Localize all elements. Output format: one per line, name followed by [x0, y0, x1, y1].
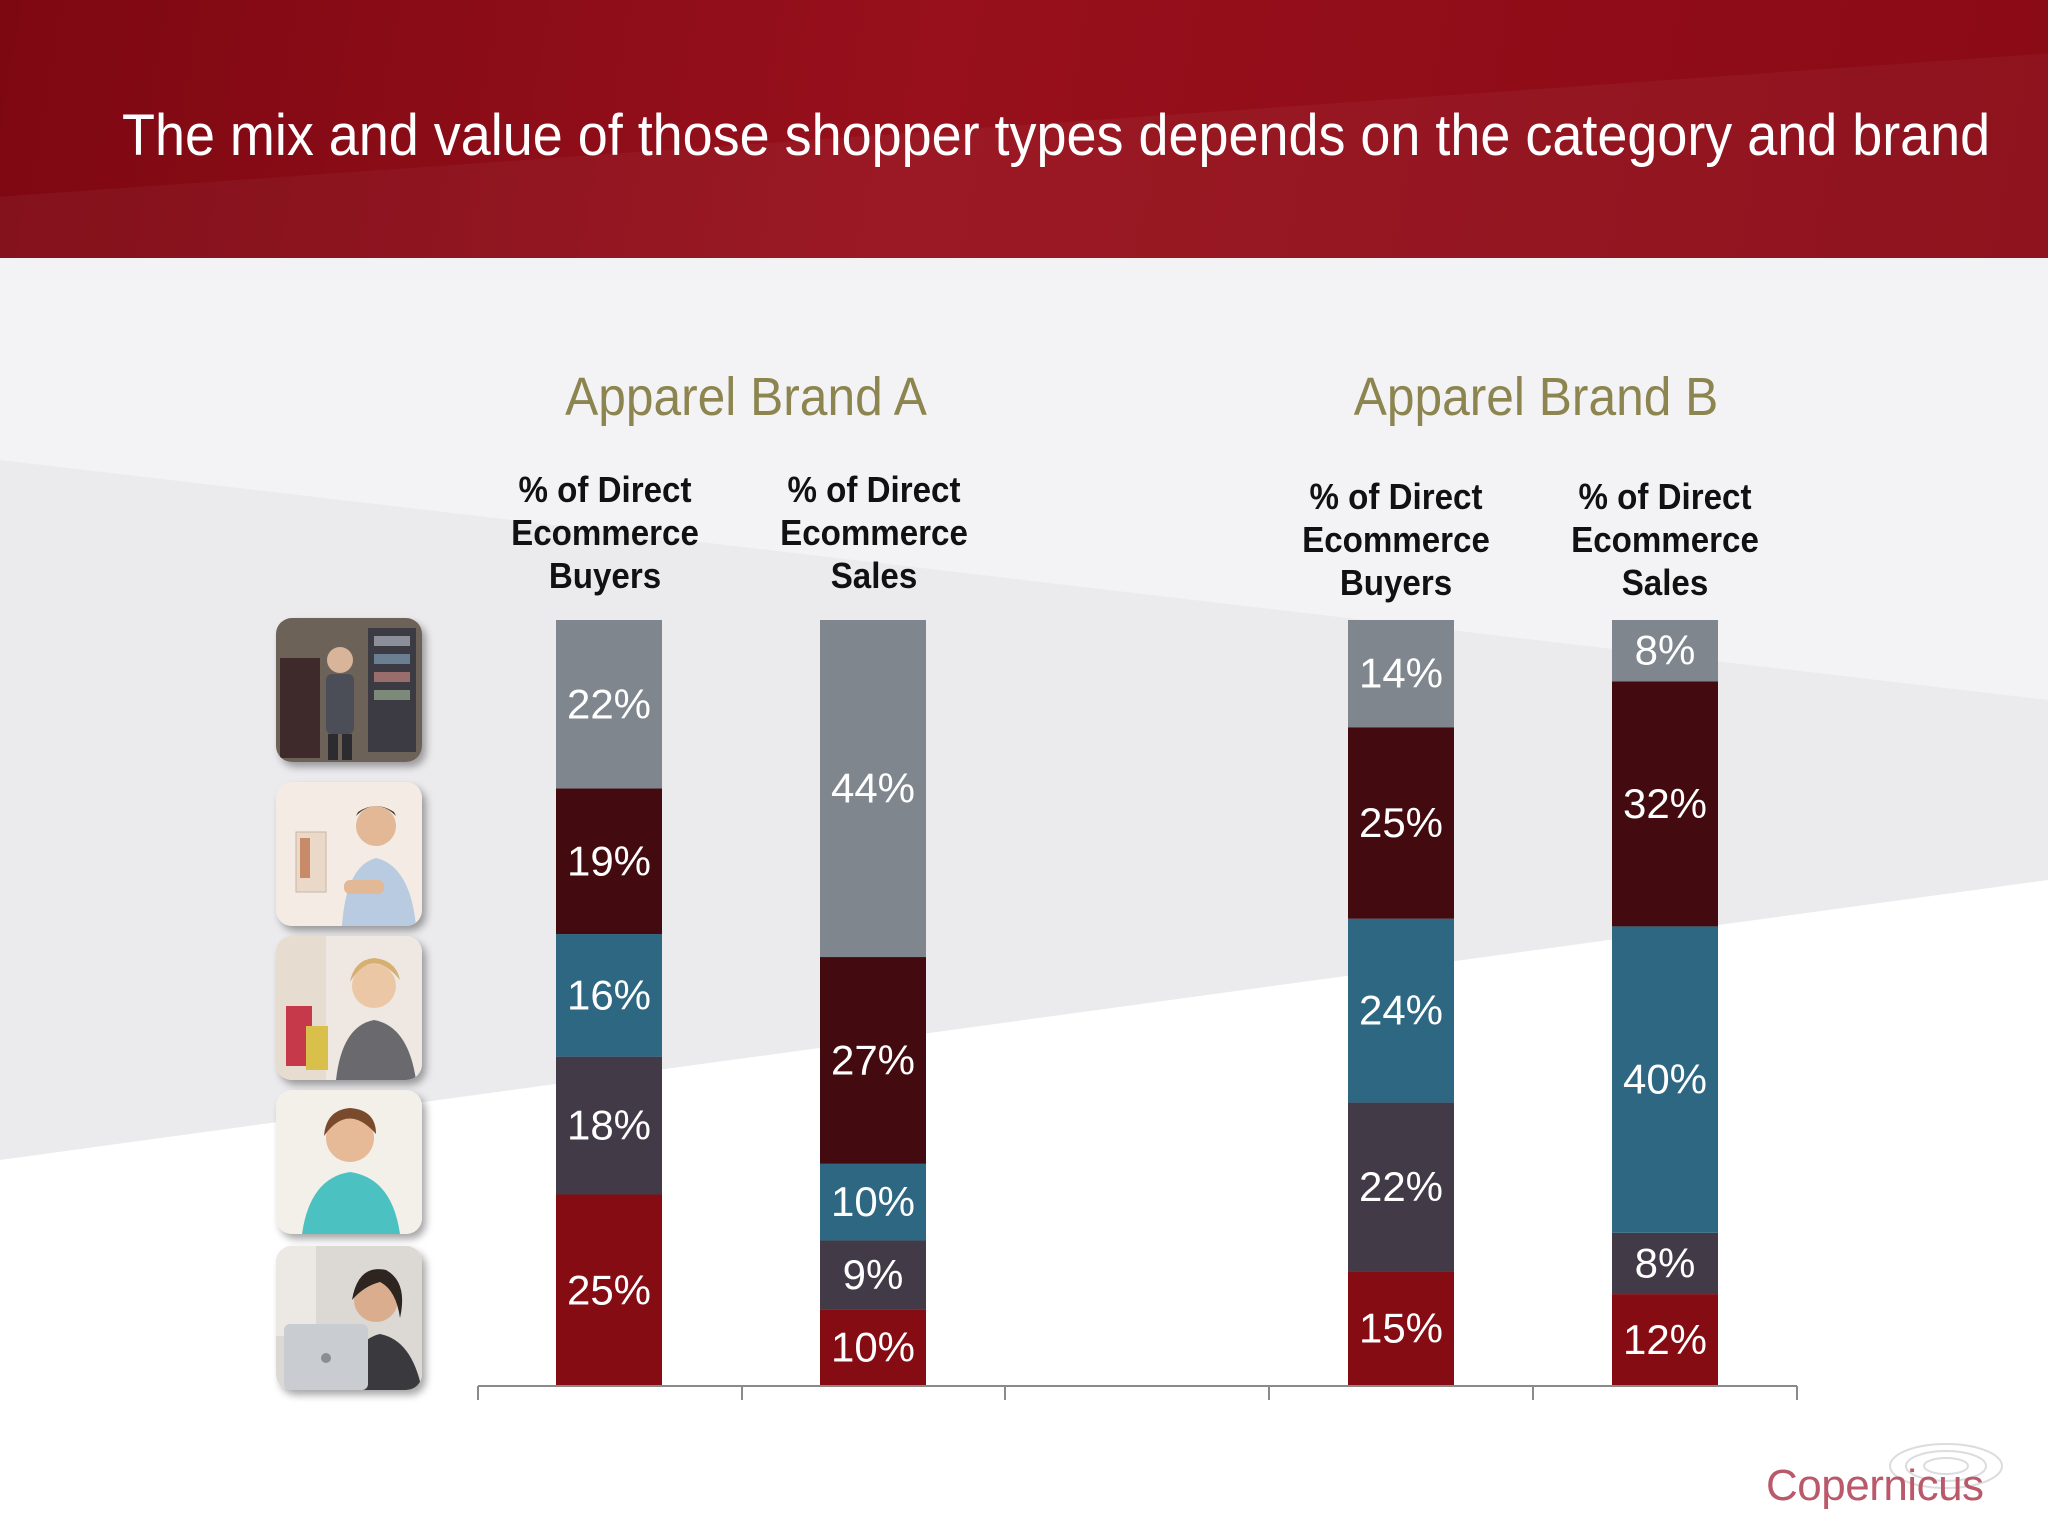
data-label: 16%: [567, 971, 651, 1018]
bar-segment: [1348, 1271, 1454, 1386]
header-line: Sales: [1621, 562, 1709, 603]
column-header-brand-b-sales: % of Direct Ecommerce Sales: [1545, 475, 1784, 604]
bar-segment: [1612, 926, 1718, 1233]
header-line: Buyers: [548, 555, 662, 596]
header-line: Buyers: [1339, 562, 1453, 603]
bar-segment: [820, 1240, 926, 1310]
header-line: % of Direct: [787, 469, 961, 510]
woman-with-shopping-bags-photo: [276, 936, 422, 1080]
data-label: 40%: [1623, 1056, 1707, 1103]
data-label: 14%: [1359, 650, 1443, 697]
column-header-brand-b-buyers: % of Direct Ecommerce Buyers: [1276, 475, 1515, 604]
data-label: 10%: [831, 1178, 915, 1225]
brand-b-title: Apparel Brand B: [1353, 367, 1719, 427]
woman-with-laptop-photo: [276, 1246, 422, 1390]
bar-segment: [556, 1056, 662, 1195]
data-label: 15%: [1359, 1305, 1443, 1352]
bar-segment: [1348, 1102, 1454, 1272]
man-checking-watch-photo: [276, 782, 422, 926]
logo-swirl-icon: [1889, 1443, 2003, 1489]
data-label: 25%: [1359, 799, 1443, 846]
header-line: Ecommerce: [511, 512, 699, 553]
column-header-brand-a-sales: % of Direct Ecommerce Sales: [754, 468, 993, 597]
header-line: % of Direct: [1578, 476, 1752, 517]
data-label: 19%: [567, 837, 651, 884]
header-line: % of Direct: [518, 469, 692, 510]
bar-segment: [556, 788, 662, 935]
shopper-browsing-rack-photo: [276, 618, 422, 762]
data-label: 24%: [1359, 987, 1443, 1034]
woman-looking-down-photo: [276, 1090, 422, 1234]
bar-segment: [1612, 1232, 1718, 1295]
data-label: 44%: [831, 765, 915, 812]
bar-segment: [1612, 681, 1718, 927]
bar-segment: [820, 1163, 926, 1241]
bar-segment: [820, 957, 926, 1164]
header-line: Ecommerce: [1302, 519, 1490, 560]
bar-segment: [1348, 620, 1454, 728]
bar-segment: [1612, 1294, 1718, 1386]
bar-segment: [820, 1309, 926, 1386]
data-label: 9%: [843, 1251, 904, 1298]
bar-segment: [1348, 918, 1454, 1103]
bar-segment: [1348, 727, 1454, 919]
bar-segment: [556, 1194, 662, 1386]
data-label: 8%: [1635, 1239, 1696, 1286]
column-header-brand-a-buyers: % of Direct Ecommerce Buyers: [485, 468, 724, 597]
data-label: 12%: [1623, 1316, 1707, 1363]
bar-segment: [1612, 620, 1718, 682]
data-label: 25%: [567, 1266, 651, 1313]
data-label: 18%: [567, 1102, 651, 1149]
data-label: 22%: [567, 680, 651, 727]
title-banner: The mix and value of those shopper types…: [0, 0, 2048, 258]
data-label: 22%: [1359, 1163, 1443, 1210]
data-label: 32%: [1623, 780, 1707, 827]
copernicus-logo: Copernicus: [1766, 1461, 1984, 1510]
header-line: Ecommerce: [780, 512, 968, 553]
brand-a-title: Apparel Brand A: [565, 367, 927, 427]
slide-title: The mix and value of those shopper types…: [122, 103, 1991, 168]
data-label: 10%: [831, 1324, 915, 1371]
header-line: Sales: [830, 555, 918, 596]
bar-segment: [820, 620, 926, 958]
bar-segment: [556, 934, 662, 1057]
data-label: 8%: [1635, 627, 1696, 674]
data-label: 27%: [831, 1036, 915, 1083]
header-line: Ecommerce: [1571, 519, 1759, 560]
header-line: % of Direct: [1309, 476, 1483, 517]
bar-segment: [556, 620, 662, 789]
